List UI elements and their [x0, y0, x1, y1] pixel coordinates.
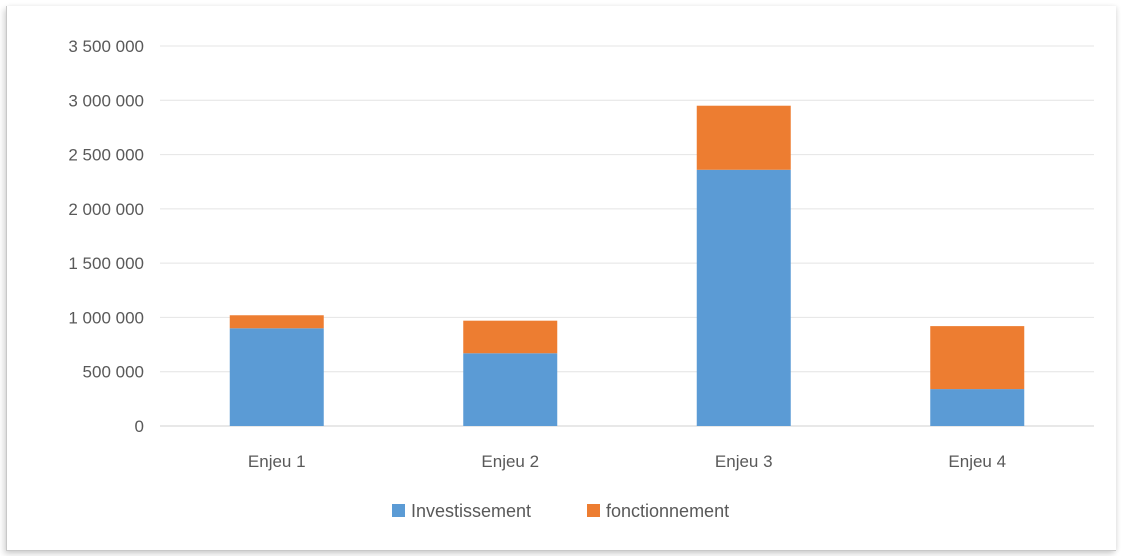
- bar-investissement: [696, 169, 791, 426]
- y-tick-label: 1 000 000: [68, 308, 144, 327]
- legend-label: fonctionnement: [606, 501, 729, 521]
- bar-investissement: [229, 328, 324, 426]
- y-tick-label: 3 000 000: [68, 91, 144, 110]
- chart-frame: [6, 6, 1116, 551]
- y-tick-label: 2 500 000: [68, 146, 144, 165]
- x-category-label: Enjeu 2: [481, 452, 539, 471]
- bar-fonctionnement: [229, 315, 324, 329]
- legend: Investissement fonctionnement: [392, 501, 729, 521]
- y-axis-tick-labels: 0 500 000 1 000 000 1 500 000 2 000 000 2 500…: [68, 37, 144, 436]
- x-category-label: Enjeu 3: [715, 452, 773, 471]
- legend-swatch: [587, 504, 600, 517]
- y-tick-label: 500 000: [83, 363, 144, 382]
- y-tick-label: 0: [135, 417, 144, 436]
- bar-fonctionnement: [930, 326, 1025, 390]
- y-tick-label: 2 000 000: [68, 200, 144, 219]
- bar-investissement: [930, 389, 1025, 426]
- bar-fonctionnement: [696, 105, 791, 170]
- legend-label: Investissement: [411, 501, 531, 521]
- y-tick-label: 1 500 000: [68, 254, 144, 273]
- x-category-label: Enjeu 4: [948, 452, 1006, 471]
- bar-fonctionnement: [463, 320, 558, 354]
- x-axis-category-labels: Enjeu 1 Enjeu 2 Enjeu 3 Enjeu 4: [248, 452, 1006, 471]
- legend-swatch: [392, 504, 405, 517]
- bar-investissement: [463, 353, 558, 426]
- y-tick-label: 3 500 000: [68, 37, 144, 56]
- x-category-label: Enjeu 1: [248, 452, 306, 471]
- bars: [229, 105, 1025, 426]
